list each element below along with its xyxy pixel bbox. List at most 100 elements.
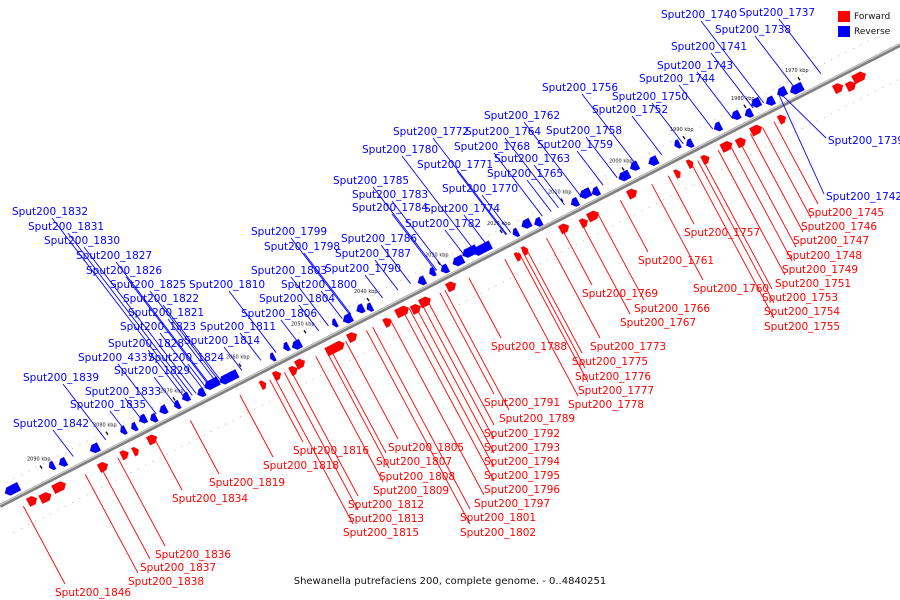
reverse-gene-arrow <box>533 216 544 227</box>
leader-line <box>749 133 804 233</box>
forward-gene-arrow <box>417 296 432 309</box>
reverse-gene-arrow <box>138 413 149 424</box>
scale-tick-label: 2030 kbp <box>425 253 449 259</box>
leader-line <box>187 363 207 389</box>
leader-line <box>154 438 183 491</box>
gene-label-1825: Sput200_1825 <box>110 279 186 291</box>
legend: Forward Reverse <box>838 9 890 39</box>
leader-line <box>651 183 704 281</box>
gene-label-1739: Sput200_1739 <box>828 135 900 147</box>
gene-label-1750: Sput200_1750 <box>612 91 688 103</box>
forward-gene-arrow <box>345 331 358 344</box>
gene-label-1767: Sput200_1767 <box>620 317 696 329</box>
leader-line <box>579 220 631 315</box>
gene-label-1839: Sput200_1839 <box>23 372 99 384</box>
gene-label-1744: Sput200_1744 <box>639 73 715 85</box>
leader-line <box>456 170 507 236</box>
gene-label-1774: Sput200_1774 <box>424 203 500 215</box>
leader-line <box>372 186 438 271</box>
scale-tick-label: 1980 kbp <box>731 96 755 102</box>
leader-line <box>162 304 222 382</box>
reverse-gene-arrow <box>159 403 169 415</box>
forward-gene-arrow <box>324 340 345 357</box>
gene-label-1813: Sput200_1813 <box>348 513 424 525</box>
leader-line <box>280 319 298 342</box>
reverse-gene-arrow <box>331 317 340 328</box>
reverse-gene-arrow <box>366 302 375 313</box>
gene-label-1800: Sput200_1800 <box>281 279 357 291</box>
gene-label-1757: Sput200_1757 <box>684 227 760 239</box>
gene-label-1759: Sput200_1759 <box>537 139 613 151</box>
gene-label-1784: Sput200_1784 <box>352 202 428 214</box>
gene-label-1746: Sput200_1746 <box>801 221 877 233</box>
reverse-gene-arrow <box>789 81 805 95</box>
reverse-gene-arrow <box>219 368 240 385</box>
reverse-gene-arrow <box>618 169 632 182</box>
gene-label-1788: Sput200_1788 <box>491 341 567 353</box>
reverse-gene-arrow <box>130 421 139 432</box>
gene-label-1768: Sput200_1768 <box>454 141 530 153</box>
leader-line <box>408 308 495 468</box>
leader-line <box>444 289 510 411</box>
gene-label-1838: Sput200_1838 <box>128 576 204 588</box>
leader-line <box>365 330 471 525</box>
gene-label-1815: Sput200_1815 <box>343 527 419 539</box>
scale-tick-label: 2010 kbp <box>548 190 572 196</box>
gene-label-1760: Sput200_1760 <box>693 283 769 295</box>
leader-line <box>729 144 793 262</box>
leader-line <box>167 318 218 384</box>
forward-gene-arrow <box>50 481 67 495</box>
gene-label-1809: Sput200_1809 <box>373 485 449 497</box>
gene-label-1787: Sput200_1787 <box>335 248 411 260</box>
forward-gene-arrow <box>130 446 139 457</box>
forward-gene-arrow <box>844 80 857 93</box>
reverse-gene-arrow <box>197 386 207 398</box>
gene-label-1755: Sput200_1755 <box>764 321 840 333</box>
gene-label-1799: Sput200_1799 <box>251 226 327 238</box>
leader-line <box>426 299 495 426</box>
gene-label-1802: Sput200_1802 <box>460 527 536 539</box>
legend-item-reverse: Reverse <box>838 24 890 39</box>
leader-line <box>389 318 485 496</box>
leader-line <box>701 158 773 290</box>
reverse-gene-arrow <box>462 244 480 259</box>
forward-gene-arrow <box>444 281 457 293</box>
gene-label-1752: Sput200_1752 <box>592 104 668 116</box>
gene-label-1846: Sput200_1846 <box>55 587 131 599</box>
leader-line <box>149 290 220 382</box>
reverse-gene-arrow <box>440 263 451 274</box>
gene-label-1775: Sput200_1775 <box>572 356 648 368</box>
gene-label-1745: Sput200_1745 <box>808 207 884 219</box>
leader-line <box>303 252 352 315</box>
leader-line <box>738 139 797 248</box>
leader-line <box>778 18 822 74</box>
scale-tick <box>560 198 564 203</box>
gene-label-1751: Sput200_1751 <box>775 278 851 290</box>
leader-line <box>780 93 827 139</box>
gene-label-1738: Sput200_1738 <box>715 24 791 36</box>
forward-gene-arrow <box>585 210 600 223</box>
leader-line <box>391 200 444 268</box>
scale-tick <box>105 431 109 436</box>
leader-line <box>125 276 211 387</box>
forward-gene-arrow <box>699 154 710 166</box>
gene-label-1778: Sput200_1778 <box>568 399 644 411</box>
reverse-gene-arrow <box>713 121 724 132</box>
reverse-gene-arrow <box>149 412 159 423</box>
leader-line <box>546 237 601 339</box>
gene-label-1836: Sput200_1836 <box>155 549 231 561</box>
reverse-gene-arrow <box>512 227 521 238</box>
gene-label-1763: Sput200_1763 <box>494 153 570 165</box>
reverse-swatch <box>838 26 850 37</box>
forward-gene-arrow <box>685 159 694 170</box>
gene-label-1818: Sput200_1818 <box>263 460 339 472</box>
forward-gene-arrow <box>513 251 522 262</box>
gene-label-1754: Sput200_1754 <box>764 306 840 318</box>
leader-line <box>525 248 583 354</box>
forward-gene-arrow <box>625 188 638 200</box>
leader-line <box>239 332 262 361</box>
scale-tick-label: 2060 kbp <box>226 355 250 361</box>
forward-gene-arrow <box>287 365 298 377</box>
scale-tick <box>621 167 625 171</box>
